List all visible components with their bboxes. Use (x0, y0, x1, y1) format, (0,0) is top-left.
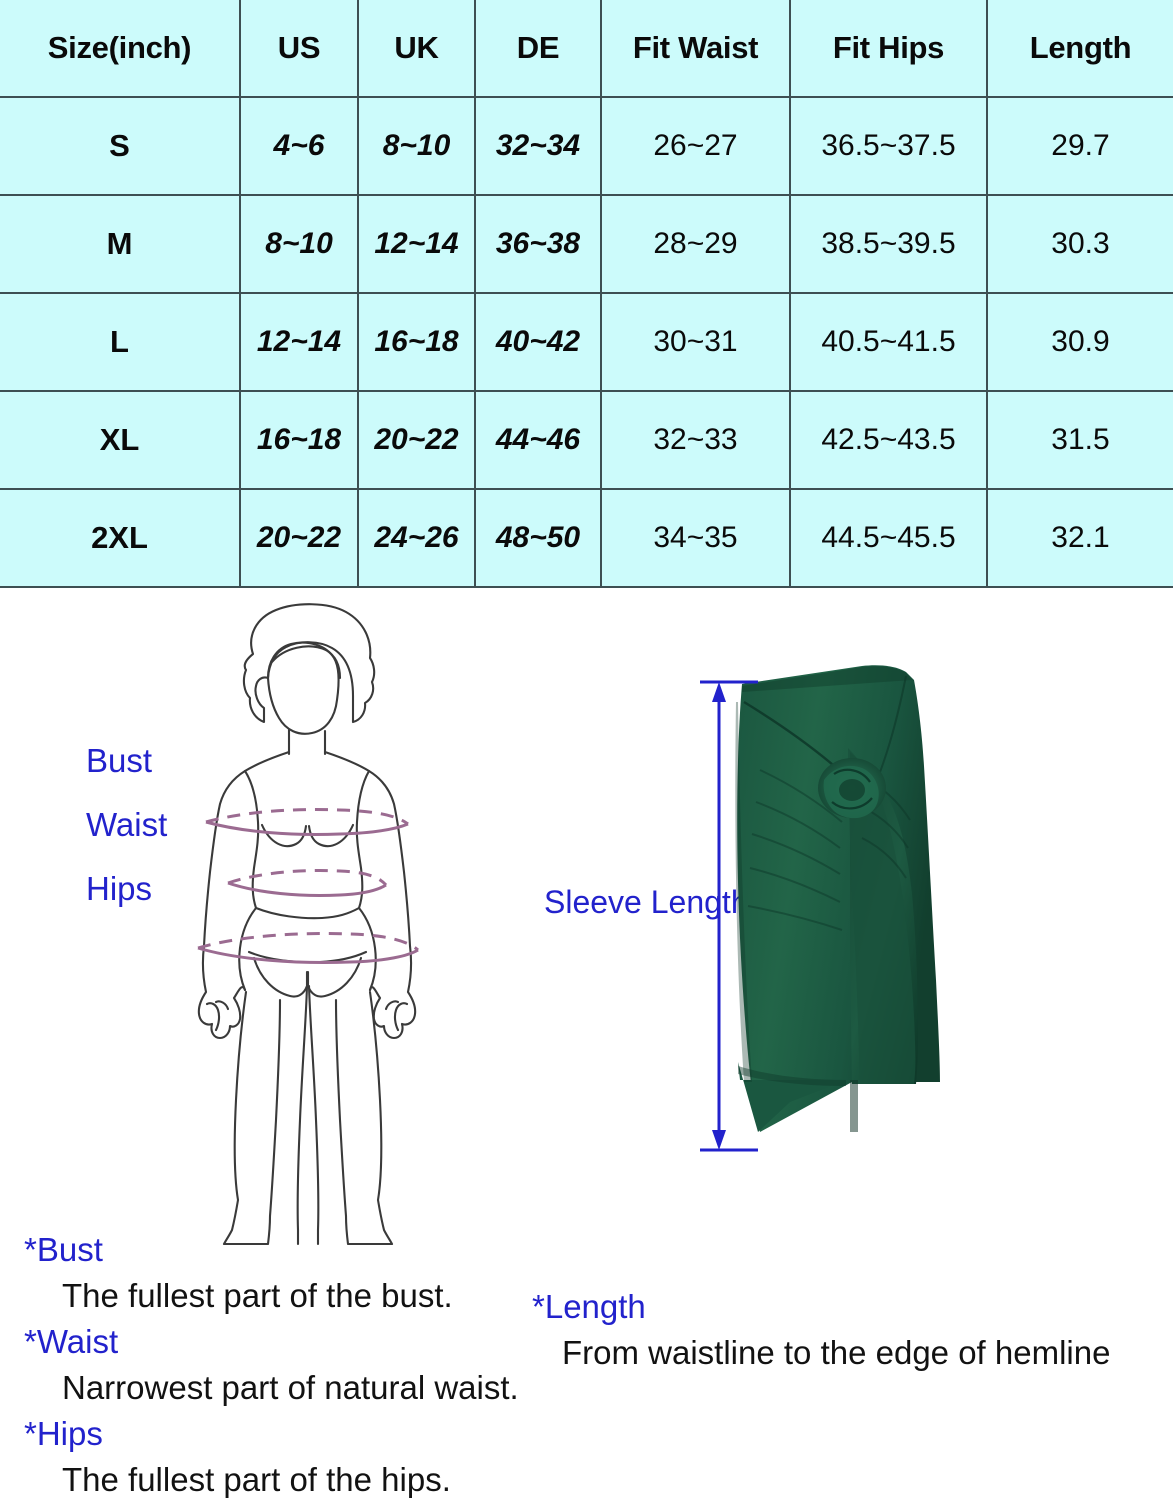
legend-desc-bust: The fullest part of the bust. (62, 1277, 453, 1314)
table-row: 2XL 20~22 24~26 48~50 34~35 44.5~45.5 32… (0, 488, 1173, 588)
cell-uk: 16~18 (357, 292, 476, 392)
cell-us: 8~10 (239, 194, 359, 294)
legend-term-length: *Length (532, 1288, 646, 1325)
measurement-legend-left: *Bust The fullest part of the bust. *Wai… (24, 1228, 544, 1504)
cell-size: L (0, 292, 241, 392)
legend-term-hips: *Hips (24, 1415, 103, 1452)
cell-size: M (0, 194, 241, 294)
skirt-twist-knot (818, 758, 886, 819)
table-row: L 12~14 16~18 40~42 30~31 40.5~41.5 30.9 (0, 292, 1173, 392)
skirt-product-image (700, 665, 940, 1152)
cell-fit-waist: 32~33 (600, 390, 791, 490)
column-header-uk: UK (357, 0, 476, 98)
cell-uk: 20~22 (357, 390, 476, 490)
cell-de: 36~38 (474, 194, 602, 294)
cell-length: 30.3 (986, 194, 1173, 294)
cell-de: 40~42 (474, 292, 602, 392)
cell-uk: 8~10 (357, 96, 476, 196)
cell-fit-waist: 28~29 (600, 194, 791, 294)
cell-us: 20~22 (239, 488, 359, 588)
cell-fit-hips: 42.5~43.5 (789, 390, 988, 490)
cell-fit-hips: 38.5~39.5 (789, 194, 988, 294)
column-header-fit-waist: Fit Waist (600, 0, 791, 98)
cell-length: 31.5 (986, 390, 1173, 490)
body-label-hips: Hips (86, 870, 153, 907)
table-row: S 4~6 8~10 32~34 26~27 36.5~37.5 29.7 (0, 96, 1173, 196)
measurement-legend-right: *Length From waistline to the edge of he… (532, 1285, 1172, 1377)
column-header-us: US (239, 0, 359, 98)
cell-length: 30.9 (986, 292, 1173, 392)
bust-measure-line (205, 808, 409, 836)
column-header-size: Size(inch) (0, 0, 241, 98)
cell-length: 32.1 (986, 488, 1173, 588)
legend-desc-hips: The fullest part of the hips. (62, 1461, 451, 1498)
waist-measure-line (227, 869, 388, 897)
column-header-de: DE (474, 0, 602, 98)
cell-fit-waist: 30~31 (600, 292, 791, 392)
body-label-bust: Bust (86, 742, 153, 779)
cell-us: 16~18 (239, 390, 359, 490)
table-row: M 8~10 12~14 36~38 28~29 38.5~39.5 30.3 (0, 194, 1173, 294)
cell-de: 32~34 (474, 96, 602, 196)
cell-length: 29.7 (986, 96, 1173, 196)
cell-fit-waist: 34~35 (600, 488, 791, 588)
legend-desc-waist: Narrowest part of natural waist. (62, 1369, 519, 1406)
table-header-row: Size(inch) US UK DE Fit Waist Fit Hips L… (0, 0, 1173, 98)
cell-uk: 12~14 (357, 194, 476, 294)
cell-us: 4~6 (239, 96, 359, 196)
column-header-length: Length (986, 0, 1173, 98)
cell-uk: 24~26 (357, 488, 476, 588)
table-row: XL 16~18 20~22 44~46 32~33 42.5~43.5 31.… (0, 390, 1173, 490)
cell-size: 2XL (0, 488, 241, 588)
cell-us: 12~14 (239, 292, 359, 392)
cell-size: XL (0, 390, 241, 490)
column-header-fit-hips: Fit Hips (789, 0, 988, 98)
size-chart-table: Size(inch) US UK DE Fit Waist Fit Hips L… (0, 0, 1173, 588)
legend-desc-length: From waistline to the edge of hemline (562, 1334, 1111, 1371)
hips-measure-line (197, 932, 420, 964)
legend-term-bust: *Bust (24, 1231, 103, 1268)
garment-length-label: Sleeve Length (544, 884, 749, 920)
cell-fit-hips: 44.5~45.5 (789, 488, 988, 588)
cell-fit-hips: 36.5~37.5 (789, 96, 988, 196)
length-dimension-arrow (700, 680, 758, 1152)
legend-term-waist: *Waist (24, 1323, 119, 1360)
female-body-diagram (197, 603, 420, 1246)
cell-de: 44~46 (474, 390, 602, 490)
cell-fit-waist: 26~27 (600, 96, 791, 196)
body-label-waist: Waist (86, 806, 168, 843)
cell-size: S (0, 96, 241, 196)
cell-de: 48~50 (474, 488, 602, 588)
cell-fit-hips: 40.5~41.5 (789, 292, 988, 392)
skirt-hem-point (738, 1062, 846, 1132)
